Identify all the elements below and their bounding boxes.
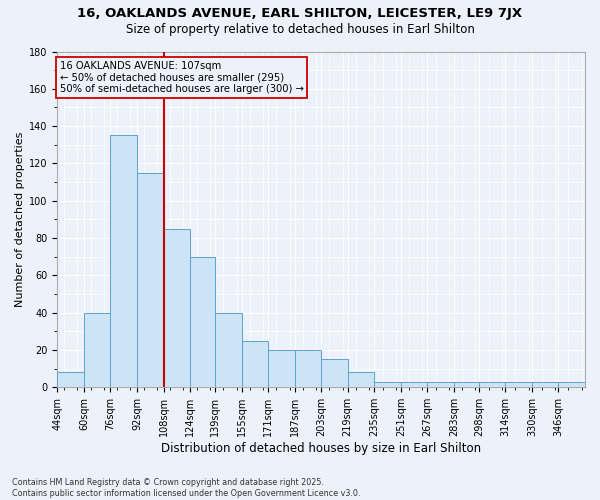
Y-axis label: Number of detached properties: Number of detached properties xyxy=(15,132,25,307)
Bar xyxy=(348,372,374,388)
Bar xyxy=(110,136,137,388)
Bar xyxy=(137,173,164,388)
Bar xyxy=(242,340,268,388)
Bar xyxy=(58,372,84,388)
Bar xyxy=(295,350,321,388)
Text: Contains HM Land Registry data © Crown copyright and database right 2025.
Contai: Contains HM Land Registry data © Crown c… xyxy=(12,478,361,498)
Bar xyxy=(321,360,348,388)
Text: 16 OAKLANDS AVENUE: 107sqm
← 50% of detached houses are smaller (295)
50% of sem: 16 OAKLANDS AVENUE: 107sqm ← 50% of deta… xyxy=(60,61,304,94)
Bar xyxy=(268,350,295,388)
Bar xyxy=(164,229,190,388)
Bar xyxy=(190,256,215,388)
Bar xyxy=(505,382,532,388)
Bar xyxy=(374,382,401,388)
Text: Size of property relative to detached houses in Earl Shilton: Size of property relative to detached ho… xyxy=(125,22,475,36)
Bar xyxy=(559,382,585,388)
Text: 16, OAKLANDS AVENUE, EARL SHILTON, LEICESTER, LE9 7JX: 16, OAKLANDS AVENUE, EARL SHILTON, LEICE… xyxy=(77,8,523,20)
Bar xyxy=(532,382,559,388)
Bar xyxy=(427,382,454,388)
Bar xyxy=(454,382,479,388)
X-axis label: Distribution of detached houses by size in Earl Shilton: Distribution of detached houses by size … xyxy=(161,442,481,455)
Bar xyxy=(215,312,242,388)
Bar xyxy=(479,382,505,388)
Bar xyxy=(84,312,110,388)
Bar xyxy=(401,382,427,388)
